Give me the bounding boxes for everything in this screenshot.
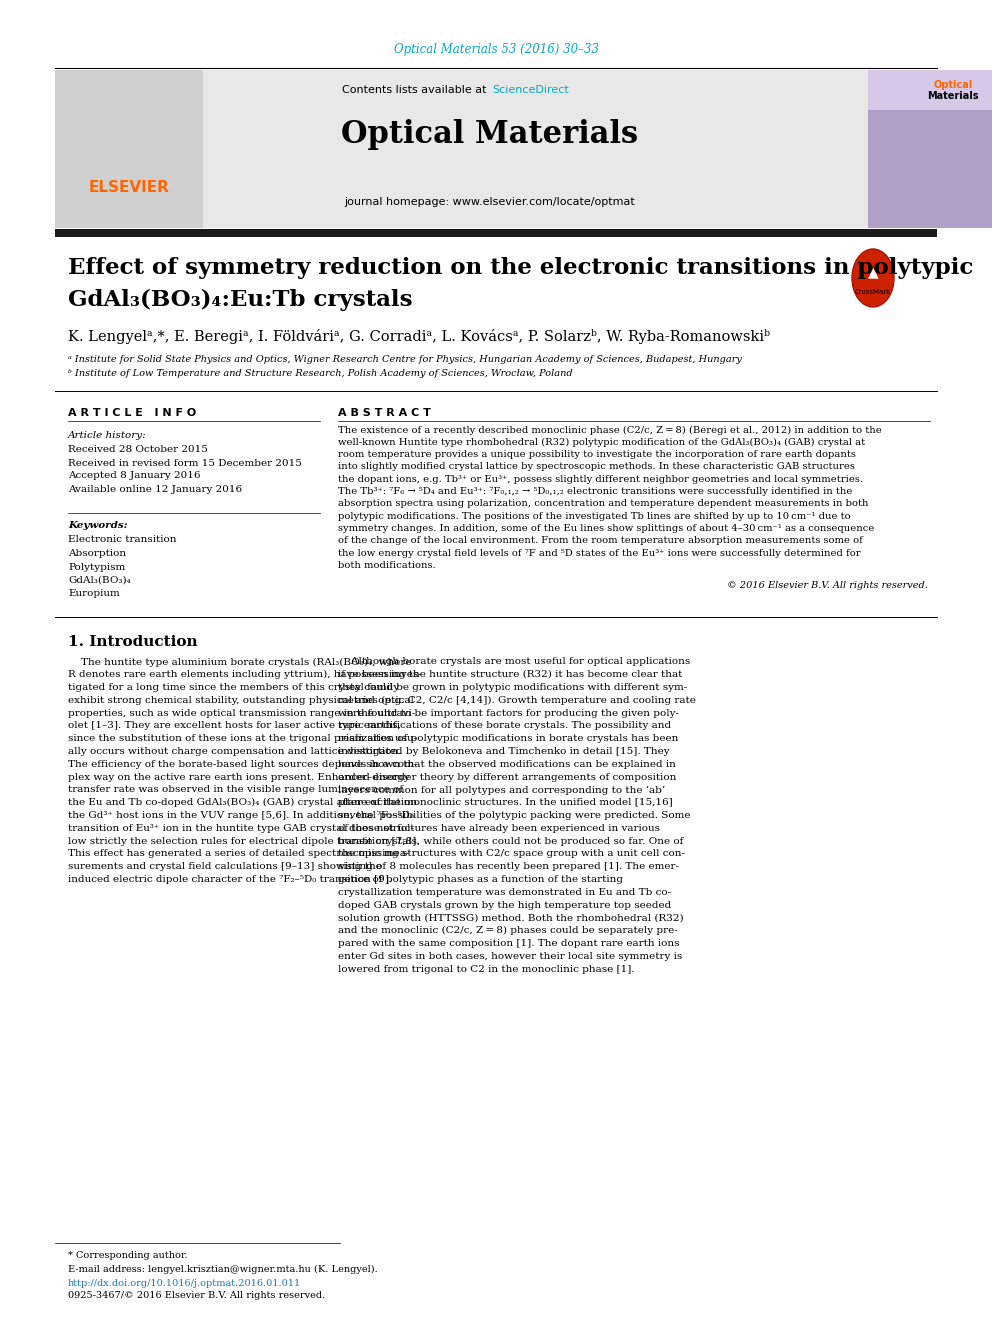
Text: Available online 12 January 2016: Available online 12 January 2016: [68, 484, 242, 493]
Text: enter Gd sites in both cases, however their local site symmetry is: enter Gd sites in both cases, however th…: [338, 953, 682, 960]
Text: the missing structures with C2/c space group with a unit cell con-: the missing structures with C2/c space g…: [338, 849, 685, 859]
Text: Absorption: Absorption: [68, 549, 126, 558]
Text: into slightly modified crystal lattice by spectroscopic methods. In these charac: into slightly modified crystal lattice b…: [338, 463, 855, 471]
Text: plane of the monoclinic structures. In the unified model [15,16]: plane of the monoclinic structures. In t…: [338, 798, 673, 807]
Text: both modifications.: both modifications.: [338, 561, 435, 570]
Text: have shown that the observed modifications can be explained in: have shown that the observed modificatio…: [338, 759, 676, 769]
Text: The existence of a recently described monoclinic phase (C2/c, Z = 8) (Beregi et : The existence of a recently described mo…: [338, 426, 882, 434]
Text: Received 28 October 2015: Received 28 October 2015: [68, 446, 208, 455]
Text: 0925-3467/© 2016 Elsevier B.V. All rights reserved.: 0925-3467/© 2016 Elsevier B.V. All right…: [68, 1291, 325, 1301]
Text: * Corresponding author.: * Corresponding author.: [68, 1252, 187, 1261]
Text: ELSEVIER: ELSEVIER: [88, 180, 170, 196]
Text: sisting of 8 molecules has recently been prepared [1]. The emer-: sisting of 8 molecules has recently been…: [338, 863, 679, 872]
Text: A B S T R A C T: A B S T R A C T: [338, 407, 431, 418]
Text: R denotes rare earth elements including yttrium), have been inves-: R denotes rare earth elements including …: [68, 671, 422, 680]
Bar: [868, 70, 992, 110]
Text: Accepted 8 January 2016: Accepted 8 January 2016: [68, 471, 200, 480]
Text: well-known Huntite type rhombohedral (R32) polytypic modification of the GdAl₃(B: well-known Huntite type rhombohedral (R3…: [338, 438, 865, 447]
Text: ᵃ Institute for Solid State Physics and Optics, Wigner Research Centre for Physi: ᵃ Institute for Solid State Physics and …: [68, 356, 742, 365]
Text: A R T I C L E   I N F O: A R T I C L E I N F O: [68, 407, 196, 418]
Text: Received in revised form 15 December 2015: Received in revised form 15 December 201…: [68, 459, 302, 467]
Text: © 2016 Elsevier B.V. All rights reserved.: © 2016 Elsevier B.V. All rights reserved…: [727, 581, 928, 590]
Text: gence of polytypic phases as a function of the starting: gence of polytypic phases as a function …: [338, 875, 623, 884]
Ellipse shape: [852, 249, 894, 307]
Text: ▲: ▲: [868, 265, 878, 279]
Text: The Tb³⁺: ⁷F₆ → ⁵D₄ and Eu³⁺: ⁷F₀,₁,₂ → ⁵D₀,₁,₂ electronic transitions were succ: The Tb³⁺: ⁷F₆ → ⁵D₄ and Eu³⁺: ⁷F₀,₁,₂ → …: [338, 487, 852, 496]
Text: K. Lengyelᵃ,*, E. Beregiᵃ, I. Földváriᵃ, G. Corradiᵃ, L. Kovácsᵃ, P. Solarzᵇ, W.: K. Lengyelᵃ,*, E. Beregiᵃ, I. Földváriᵃ,…: [68, 329, 770, 344]
Text: Optical: Optical: [933, 79, 972, 90]
Text: Article history:: Article history:: [68, 431, 147, 441]
Text: investigated by Belokoneva and Timchenko in detail [15]. They: investigated by Belokoneva and Timchenko…: [338, 747, 670, 757]
Bar: [55, 70, 203, 228]
Text: ally occurs without charge compensation and lattice distortion.: ally occurs without charge compensation …: [68, 747, 402, 757]
Text: they could be grown in polytypic modifications with different sym-: they could be grown in polytypic modific…: [338, 683, 687, 692]
Text: metries (e.g. C2, C2/c [4,14]). Growth temperature and cooling rate: metries (e.g. C2, C2/c [4,14]). Growth t…: [338, 696, 695, 705]
Text: ScienceDirect: ScienceDirect: [492, 85, 568, 95]
Text: were found to be important factors for producing the given poly-: were found to be important factors for p…: [338, 709, 679, 717]
Text: layers common for all polytypes and corresponding to the ‘ab’: layers common for all polytypes and corr…: [338, 786, 666, 795]
Text: of those structures have already been experienced in various: of those structures have already been ex…: [338, 824, 660, 833]
Text: The efficiency of the borate-based light sources depends in a com-: The efficiency of the borate-based light…: [68, 759, 418, 769]
Text: This effect has generated a series of detailed spectroscopic mea-: This effect has generated a series of de…: [68, 849, 410, 859]
Text: absorption spectra using polarization, concentration and temperature dependent m: absorption spectra using polarization, c…: [338, 499, 869, 508]
Text: surements and crystal field calculations [9–13] showing the: surements and crystal field calculations…: [68, 863, 382, 872]
Text: pared with the same composition [1]. The dopant rare earth ions: pared with the same composition [1]. The…: [338, 939, 680, 949]
Text: GdAl₃(BO₃)₄: GdAl₃(BO₃)₄: [68, 576, 131, 585]
Text: 1. Introduction: 1. Introduction: [68, 635, 197, 650]
Text: properties, such as wide optical transmission range in the ultravi-: properties, such as wide optical transmi…: [68, 709, 416, 717]
Text: lowered from trigonal to C2 in the monoclinic phase [1].: lowered from trigonal to C2 in the monoc…: [338, 964, 635, 974]
Text: journal homepage: www.elsevier.com/locate/optmat: journal homepage: www.elsevier.com/locat…: [344, 197, 635, 206]
Text: Materials: Materials: [928, 91, 979, 101]
Text: Optical Materials 53 (2016) 30–33: Optical Materials 53 (2016) 30–33: [394, 44, 598, 57]
Text: Polytypism: Polytypism: [68, 562, 125, 572]
Text: ᵇ Institute of Low Temperature and Structure Research, Polish Academy of Science: ᵇ Institute of Low Temperature and Struc…: [68, 369, 572, 378]
Text: the Eu and Tb co-doped GdAl₃(BO₃)₄ (GAB) crystal after excitation: the Eu and Tb co-doped GdAl₃(BO₃)₄ (GAB)…: [68, 798, 417, 807]
Text: olet [1–3]. They are excellent hosts for laser active rare earths,: olet [1–3]. They are excellent hosts for…: [68, 721, 401, 730]
Text: if possessing the huntite structure (R32) it has become clear that: if possessing the huntite structure (R32…: [338, 671, 682, 680]
Text: realization of polytypic modifications in borate crystals has been: realization of polytypic modifications i…: [338, 734, 679, 744]
Bar: [55, 70, 937, 228]
Text: transition of Eu³⁺ ion in the huntite type GAB crystal does not fol-: transition of Eu³⁺ ion in the huntite ty…: [68, 824, 414, 833]
Bar: [868, 70, 992, 228]
Text: induced electric dipole character of the ⁷F₂–⁵D₀ transition [9].: induced electric dipole character of the…: [68, 875, 392, 884]
Text: GdAl₃(BO₃)₄:Eu:Tb crystals: GdAl₃(BO₃)₄:Eu:Tb crystals: [68, 288, 413, 311]
Text: order–disorder theory by different arrangements of composition: order–disorder theory by different arran…: [338, 773, 677, 782]
Text: borate crystals, while others could not be produced so far. One of: borate crystals, while others could not …: [338, 836, 683, 845]
Text: and the monoclinic (C2/c, Z = 8) phases could be separately pre-: and the monoclinic (C2/c, Z = 8) phases …: [338, 926, 678, 935]
Text: typic modifications of these borate crystals. The possibility and: typic modifications of these borate crys…: [338, 721, 672, 730]
Text: several possibilities of the polytypic packing were predicted. Some: several possibilities of the polytypic p…: [338, 811, 690, 820]
Text: the low energy crystal field levels of ⁷F and ⁵D states of the Eu³⁺ ions were su: the low energy crystal field levels of ⁷…: [338, 549, 861, 557]
Text: plex way on the active rare earth ions present. Enhanced energy: plex way on the active rare earth ions p…: [68, 773, 410, 782]
Text: Europium: Europium: [68, 590, 120, 598]
Text: CrossMark: CrossMark: [855, 288, 891, 295]
Text: exhibit strong chemical stability, outstanding physical and optical: exhibit strong chemical stability, outst…: [68, 696, 414, 705]
Text: Effect of symmetry reduction on the electronic transitions in polytypic: Effect of symmetry reduction on the elec…: [68, 257, 973, 279]
Text: room temperature provides a unique possibility to investigate the incorporation : room temperature provides a unique possi…: [338, 450, 856, 459]
Text: http://dx.doi.org/10.1016/j.optmat.2016.01.011: http://dx.doi.org/10.1016/j.optmat.2016.…: [68, 1278, 302, 1287]
Text: crystallization temperature was demonstrated in Eu and Tb co-: crystallization temperature was demonstr…: [338, 888, 672, 897]
Text: polytypic modifications. The positions of the investigated Tb lines are shifted : polytypic modifications. The positions o…: [338, 512, 850, 520]
Text: low strictly the selection rules for electrical dipole transition [7,8].: low strictly the selection rules for ele…: [68, 836, 420, 845]
Bar: [55, 229, 937, 237]
Text: the dopant ions, e.g. Tb³⁺ or Eu³⁺, possess slightly different neighbor geometri: the dopant ions, e.g. Tb³⁺ or Eu³⁺, poss…: [338, 475, 863, 484]
Text: since the substitution of these ions at the trigonal prism sites usu-: since the substitution of these ions at …: [68, 734, 417, 744]
Text: transfer rate was observed in the visible range luminescence of: transfer rate was observed in the visibl…: [68, 786, 403, 795]
Text: solution growth (HTTSSG) method. Both the rhombohedral (R32): solution growth (HTTSSG) method. Both th…: [338, 913, 683, 922]
Text: E-mail address: lengyel.krisztian@wigner.mta.hu (K. Lengyel).: E-mail address: lengyel.krisztian@wigner…: [68, 1265, 378, 1274]
Text: the Gd³⁺ host ions in the VUV range [5,6]. In addition, the ⁷F₂–⁵D₀: the Gd³⁺ host ions in the VUV range [5,6…: [68, 811, 414, 820]
Text: of the change of the local environment. From the room temperature absorption mea: of the change of the local environment. …: [338, 536, 863, 545]
Text: Electronic transition: Electronic transition: [68, 536, 177, 545]
Text: Keywords:: Keywords:: [68, 521, 128, 531]
Text: Although borate crystals are most useful for optical applications: Although borate crystals are most useful…: [338, 658, 690, 667]
Text: Optical Materials: Optical Materials: [341, 119, 639, 151]
Text: The huntite type aluminium borate crystals (RAl₃(BO₃)₄, where: The huntite type aluminium borate crysta…: [68, 658, 412, 667]
Text: doped GAB crystals grown by the high temperature top seeded: doped GAB crystals grown by the high tem…: [338, 901, 672, 910]
Text: symmetry changes. In addition, some of the Eu lines show splittings of about 4–3: symmetry changes. In addition, some of t…: [338, 524, 874, 533]
Text: Contents lists available at: Contents lists available at: [342, 85, 490, 95]
Text: tigated for a long time since the members of this crystal family: tigated for a long time since the member…: [68, 683, 399, 692]
